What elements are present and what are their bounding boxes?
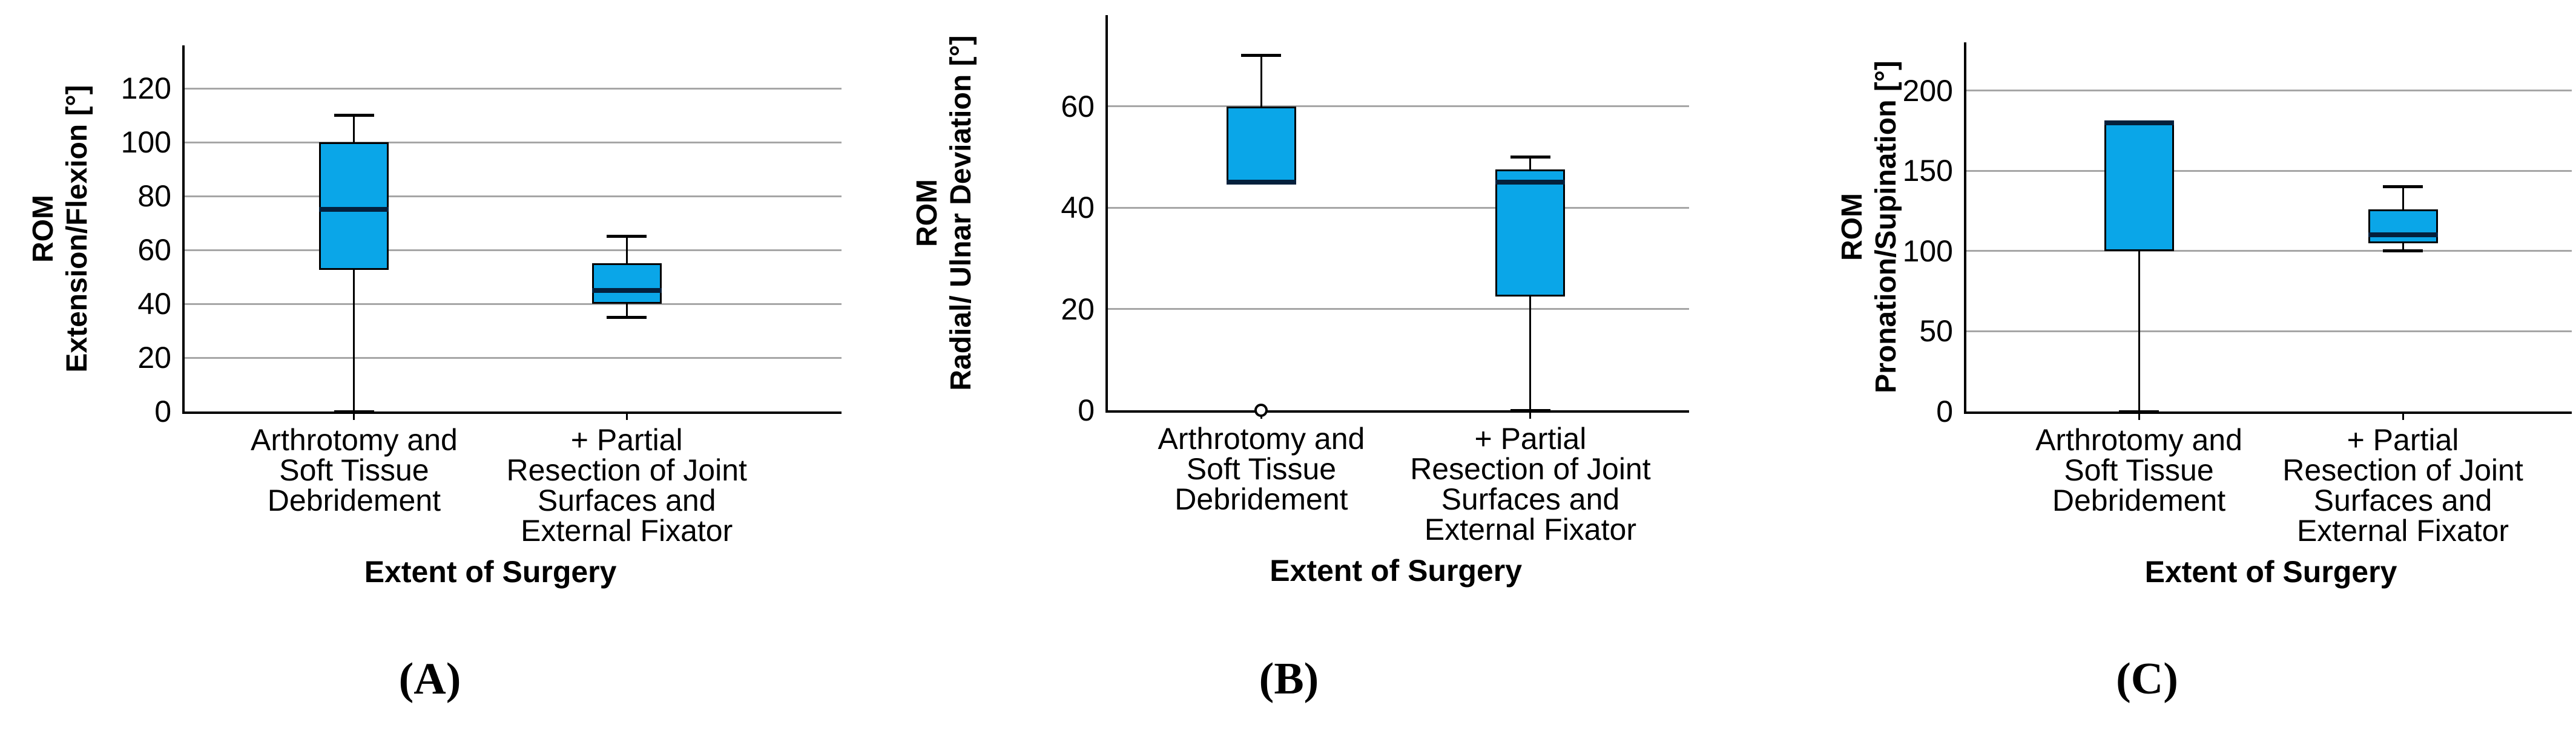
category-label-line: Debridement: [2052, 484, 2226, 517]
category-tick: [625, 411, 628, 420]
gridline: [185, 141, 842, 143]
y-tick-label: 40: [1061, 191, 1095, 225]
panel-a: ROM Extension/Flexion [°] 0 20 40 60 80 100 120 A…: [0, 0, 860, 731]
median-line: [1226, 180, 1296, 185]
gridline: [185, 249, 842, 251]
x-axis-title: Extent of Surgery: [1270, 554, 1523, 588]
median-line: [319, 207, 389, 212]
panel-letter: (C): [2116, 654, 2178, 704]
category-label-line: + Partial: [2347, 423, 2459, 457]
gridline: [1966, 90, 2572, 92]
y-tick-label: 60: [1061, 89, 1095, 123]
category-label-line: Debridement: [1174, 482, 1348, 516]
category-tick: [353, 411, 355, 420]
plot-area-axes: [182, 45, 842, 414]
outlier-point: [1254, 404, 1268, 417]
gridline: [1108, 206, 1689, 209]
gridline: [185, 87, 842, 90]
box: [2368, 209, 2438, 243]
median-line: [2368, 232, 2438, 238]
category-label-line: Soft Tissue: [279, 453, 429, 487]
category-label-line: + Partial: [1474, 422, 1587, 456]
whisker-cap: [607, 235, 647, 238]
category-label: + Partial Resection of Joint Surfaces and E…: [2282, 425, 2523, 546]
category-label-line: Arthrotomy and: [1158, 422, 1365, 456]
median-line: [2104, 120, 2174, 125]
panel-letter: (A): [398, 654, 461, 704]
plot-area-axes: [1964, 42, 2572, 414]
category-label-line: Resection of Joint: [1410, 452, 1651, 486]
whisker-cap: [1241, 54, 1282, 57]
category-label-line: Resection of Joint: [506, 453, 747, 487]
gridline: [185, 356, 842, 359]
whisker-cap: [2383, 185, 2423, 189]
y-tick-label: 120: [120, 71, 171, 106]
y-tick-label: 20: [137, 341, 171, 375]
panel-letter: (B): [1259, 654, 1319, 704]
whisker-cap: [2383, 249, 2423, 253]
gridline: [1966, 250, 2572, 252]
category-label-line: Soft Tissue: [1186, 452, 1337, 486]
gridline: [185, 195, 842, 197]
category-label-line: + Partial: [570, 423, 683, 457]
panel-b: ROM Radial/ Ulnar Deviation [°] 0 20 40 60 Art…: [860, 0, 1718, 731]
y-tick-label: 50: [1919, 314, 1953, 349]
category-tick: [2138, 411, 2140, 420]
category-label: + Partial Resection of Joint Surfaces and E…: [1410, 424, 1650, 545]
panel-c: ROM Pronation/Supination [°] 0 50 100 150 200 A…: [1718, 0, 2576, 731]
category-label: + Partial Resection of Joint Surfaces and E…: [506, 425, 746, 546]
category-tick: [1529, 410, 1532, 419]
category-label-line: Arthrotomy and: [251, 423, 458, 457]
y-tick-label: 200: [1902, 73, 1953, 108]
category-label-line: Soft Tissue: [2064, 453, 2214, 487]
category-label: Arthrotomy and Soft Tissue Debridement: [2035, 425, 2242, 516]
whisker-cap: [334, 114, 374, 117]
category-label-line: External Fixator: [521, 514, 733, 548]
category-label-line: Surfaces and: [2313, 484, 2492, 517]
category-label: Arthrotomy and Soft Tissue Debridement: [251, 425, 458, 516]
category-label-line: Arthrotomy and: [2035, 423, 2242, 457]
category-label-line: Debridement: [267, 484, 441, 517]
y-tick-label: 40: [137, 287, 171, 321]
box: [1495, 169, 1566, 297]
category-label-line: External Fixator: [1424, 513, 1636, 546]
plot-area-axes: [1105, 15, 1689, 413]
category-tick: [2402, 411, 2404, 420]
x-axis-title: Extent of Surgery: [364, 555, 617, 589]
y-tick-label: 20: [1061, 292, 1095, 326]
category-label: Arthrotomy and Soft Tissue Debridement: [1158, 424, 1365, 514]
category-label-line: Surfaces and: [1441, 482, 1620, 516]
y-axis-label-line1: ROM: [911, 179, 943, 247]
gridline: [1966, 330, 2572, 332]
box: [1226, 106, 1296, 183]
category-label-line: Resection of Joint: [2282, 453, 2523, 487]
y-tick-label: 100: [120, 125, 171, 160]
box: [2104, 122, 2174, 251]
gridline: [1966, 169, 2572, 172]
category-label-line: Surfaces and: [537, 484, 716, 517]
median-line: [591, 287, 662, 293]
y-tick-label: 60: [137, 233, 171, 267]
y-tick-label: 0: [1936, 395, 1953, 428]
box: [319, 142, 389, 270]
category-label-line: External Fixator: [2296, 514, 2509, 548]
box: [591, 263, 662, 304]
y-tick-label: 0: [154, 395, 171, 428]
y-tick-label: 150: [1902, 154, 1953, 188]
gridline: [185, 303, 842, 305]
x-axis-title: Extent of Surgery: [2144, 555, 2397, 589]
y-tick-label: 0: [1078, 393, 1095, 427]
whisker-line: [2138, 122, 2140, 411]
y-tick-label: 100: [1902, 234, 1953, 268]
median-line: [1495, 180, 1566, 185]
whisker-cap: [607, 315, 647, 319]
gridline: [1108, 105, 1689, 108]
y-tick-label: 80: [137, 179, 171, 214]
whisker-cap: [1510, 155, 1550, 159]
gridline: [1108, 308, 1689, 310]
